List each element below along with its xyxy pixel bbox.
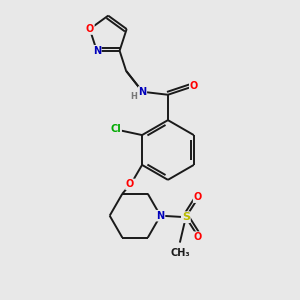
Text: S: S (182, 212, 190, 222)
Text: O: O (190, 81, 198, 91)
Text: N: N (139, 87, 147, 97)
Text: O: O (194, 232, 202, 242)
Text: CH₃: CH₃ (170, 248, 190, 258)
Text: O: O (194, 192, 202, 202)
Text: O: O (85, 24, 94, 34)
Text: O: O (126, 179, 134, 189)
Text: N: N (93, 46, 101, 56)
Text: H: H (131, 92, 138, 101)
Text: Cl: Cl (110, 124, 121, 134)
Text: N: N (156, 211, 164, 221)
